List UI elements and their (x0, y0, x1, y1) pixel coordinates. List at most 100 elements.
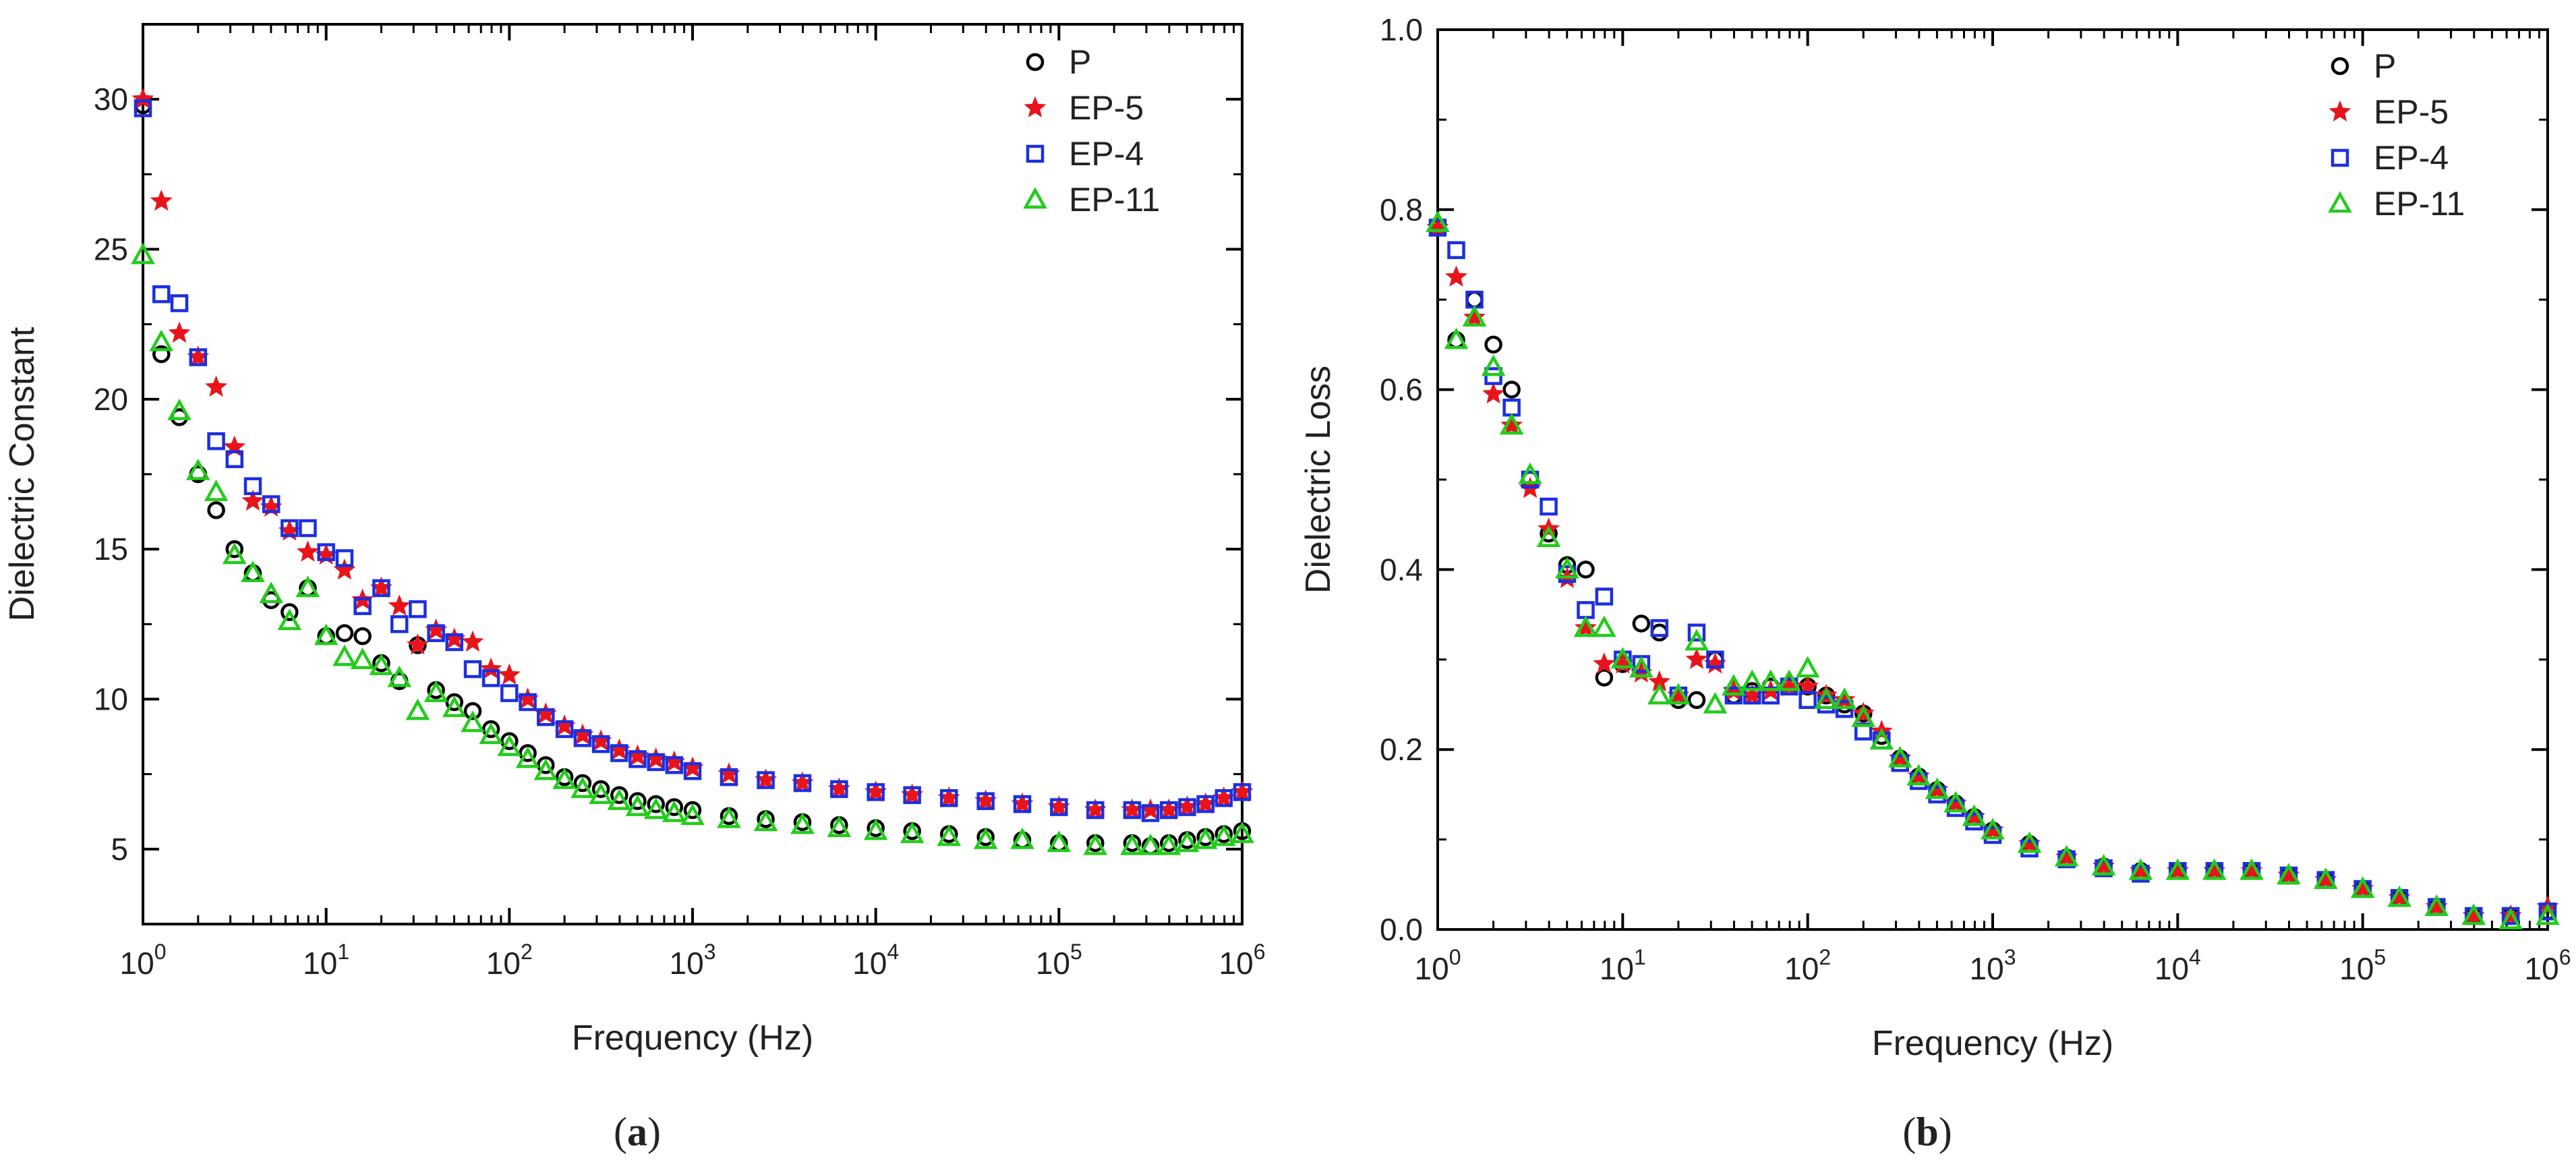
data-point-ep-11 (131, 242, 155, 264)
legend-marker-ep-5 (2329, 100, 2351, 121)
data-point-ep-11 (1573, 615, 1598, 637)
data-point-ep-11 (643, 797, 668, 820)
x-tick-exponent: 4 (2189, 945, 2201, 969)
panel-label-close: ) (1939, 1110, 1952, 1154)
data-point-ep-11 (1962, 804, 1987, 826)
data-point-ep-4 (335, 549, 354, 567)
data-point-ep-11 (497, 735, 522, 756)
data-point-ep-11 (570, 776, 595, 799)
data-point-ep-4 (591, 735, 610, 753)
data-point-ep-4 (1196, 795, 1214, 813)
data-point-ep-11 (1869, 728, 1894, 750)
data-point-ep-5 (461, 630, 484, 652)
data-point-ep-4 (1214, 789, 1233, 807)
data-point-ep-11 (2498, 908, 2523, 929)
data-point-ep-4 (500, 684, 519, 702)
y-tick-label: 0.6 (1380, 372, 1423, 407)
data-point-p (628, 792, 647, 810)
data-point-ep-11 (1211, 824, 1236, 847)
data-point-ep-11 (1138, 833, 1163, 855)
x-tick-base: 10 (2155, 951, 2189, 986)
y-tick-label: 0.4 (1380, 552, 1423, 587)
data-point-ep-5 (168, 321, 191, 343)
data-point-ep-4 (939, 789, 958, 807)
data-point-ep-11 (1758, 669, 1783, 691)
data-point-p (665, 798, 684, 816)
data-point-ep-4 (903, 786, 921, 805)
series-ep-11 (131, 242, 1254, 855)
x-tick-exponent: 6 (2559, 945, 2571, 969)
x-tick-exponent: 3 (2004, 945, 2016, 969)
x-tick-label: 104 (2155, 945, 2201, 986)
x-tick-label: 102 (486, 940, 533, 981)
data-point-ep-11 (1722, 674, 1746, 696)
legend-marker-ep-5 (1024, 96, 1047, 117)
data-point-ep-5 (1482, 382, 1505, 404)
x-tick-label: 102 (1784, 945, 1831, 986)
legend-label-ep-4: EP-4 (1069, 135, 1144, 173)
data-point-ep-4 (170, 294, 189, 312)
data-point-ep-5 (296, 540, 319, 562)
data-point-ep-5 (498, 663, 521, 685)
data-point-ep-4 (1233, 783, 1252, 801)
legend-marker-p (1026, 53, 1045, 71)
data-point-p (1484, 335, 1502, 354)
data-point-ep-4 (427, 624, 445, 642)
x-tick-label: 104 (852, 940, 899, 981)
data-point-ep-11 (149, 329, 174, 351)
data-point-ep-5 (1463, 306, 1486, 327)
data-point-ep-11 (1629, 656, 1653, 678)
data-point-ep-11 (259, 581, 283, 604)
x-tick-label: 101 (1600, 945, 1646, 986)
data-point-p (281, 603, 299, 621)
x-tick-base: 10 (1219, 946, 1254, 981)
data-point-ep-11 (2017, 831, 2042, 853)
y-tick-label: 0.2 (1380, 732, 1423, 767)
legend-label-ep-11: EP-11 (2374, 185, 2465, 223)
data-point-ep-4 (665, 756, 684, 774)
data-point-ep-11 (2202, 858, 2227, 880)
legend-label-ep-4: EP-4 (2374, 139, 2449, 177)
panel-label-open: ( (614, 1110, 627, 1154)
data-point-ep-11 (1010, 827, 1034, 849)
data-point-ep-4 (720, 768, 738, 786)
data-point-ep-11 (185, 458, 210, 480)
data-point-ep-11 (2536, 903, 2560, 925)
data-point-ep-5 (479, 657, 502, 679)
data-point-ep-4 (573, 729, 592, 747)
data-point-p (445, 693, 464, 712)
x-axis-label: Frequency (Hz) (1872, 1024, 2113, 1063)
data-point-ep-11 (552, 767, 577, 789)
data-point-ep-11 (1666, 683, 1691, 705)
data-point-ep-11 (1592, 615, 1616, 637)
data-point-ep-4 (262, 495, 281, 513)
x-tick-base: 10 (1970, 951, 2004, 986)
data-point-ep-4 (555, 720, 574, 739)
data-point-ep-4 (537, 708, 555, 726)
panel-label: (a) (614, 1110, 661, 1154)
data-point-ep-11 (277, 608, 302, 631)
data-point-ep-4 (1706, 650, 1724, 669)
data-point-ep-11 (2461, 903, 2486, 925)
data-point-ep-11 (405, 698, 430, 720)
data-point-ep-4 (317, 543, 335, 561)
data-point-ep-4 (1141, 804, 1160, 822)
data-point-p (591, 780, 610, 799)
data-point-ep-11 (1610, 647, 1635, 669)
data-point-ep-11 (827, 815, 852, 837)
x-tick-base: 10 (2525, 951, 2559, 986)
legend-marker-ep-4 (2331, 148, 2349, 167)
series-ep-4 (134, 99, 1252, 822)
data-point-ep-4 (683, 762, 702, 780)
data-point-ep-11 (479, 722, 503, 745)
data-point-ep-11 (1777, 669, 1802, 691)
y-tick-label: 5 (111, 832, 128, 867)
data-point-ep-5 (1852, 701, 1875, 723)
panel-b-dielectric-loss: 100 101 102 103 104 105 1060.00.20.40.60.81.0F… (1299, 12, 2571, 1154)
x-tick-base: 10 (2339, 951, 2374, 986)
data-point-ep-11 (1685, 629, 1709, 651)
data-point-ep-5 (1500, 413, 1523, 435)
data-point-ep-4 (390, 615, 409, 633)
data-point-ep-4 (463, 660, 482, 679)
data-point-ep-4 (481, 669, 500, 687)
